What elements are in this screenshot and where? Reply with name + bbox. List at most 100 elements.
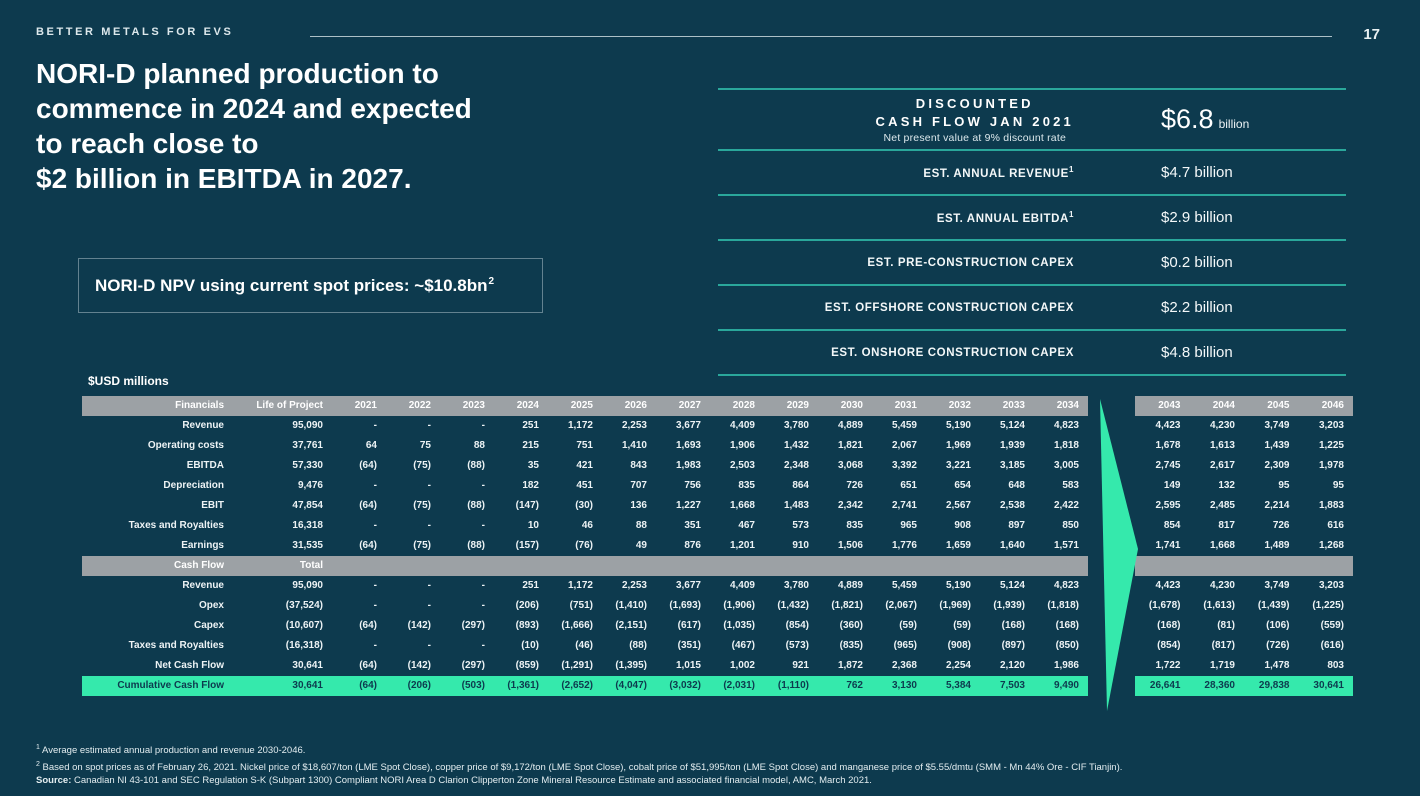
table-cell: 864 [792, 480, 809, 491]
year-header: 2024 [494, 396, 548, 416]
table-cell: (206) [386, 676, 440, 696]
table-cell: 1,969 [945, 440, 971, 451]
table-cell: 3,749 [1264, 420, 1290, 431]
table-cell: 3,005 [1053, 460, 1079, 471]
table-cell: (88) [467, 460, 485, 471]
table-cell: - [481, 580, 485, 591]
table-cell: - [373, 580, 377, 591]
dcf-title: CASH FLOW JAN 2021 [875, 113, 1074, 129]
table-cell: 30,641 [1298, 676, 1353, 696]
table-cell: 1,668 [1209, 540, 1235, 551]
table-cell: 762 [818, 676, 872, 696]
table-cell: 1,983 [675, 460, 701, 471]
table-cell: 1,659 [945, 540, 971, 551]
row-total: Total [232, 556, 332, 576]
table-cell: (1,821) [831, 600, 863, 611]
row-total: 30,641 [292, 660, 323, 671]
table-cell: 1,227 [675, 500, 701, 511]
table-cell: 95 [1278, 480, 1290, 491]
table-cell: 10 [527, 520, 539, 531]
header-divider [310, 36, 1332, 37]
table-cell: 616 [1327, 520, 1344, 531]
table-cell: 88 [473, 440, 485, 451]
dcf-metric-label: EST. ANNUAL REVENUE [923, 167, 1069, 180]
table-cell: 2,254 [945, 660, 971, 671]
dcf-metric-value: $2.9 billion [1161, 209, 1233, 226]
slide-title: NORI-D planned production to commence in… [36, 56, 676, 196]
dcf-metric-value: $0.2 billion [1161, 254, 1233, 271]
table-cell: 854 [1163, 520, 1181, 531]
table-cell [332, 556, 386, 576]
table-cell: 2,120 [999, 660, 1025, 671]
row-total: 16,318 [292, 520, 323, 531]
table-cell: (1,906) [723, 600, 755, 611]
table-cell: (157) [515, 540, 539, 551]
dcf-metric-value: $4.8 billion [1161, 344, 1233, 361]
table-cell: (147) [515, 500, 539, 511]
table-cell: 215 [522, 440, 539, 451]
title-line: $2 billion in EBITDA in 2027. [36, 163, 412, 194]
table-cell: (297) [461, 620, 485, 631]
column-header: Life of Project [232, 396, 332, 416]
table-cell: (351) [677, 640, 701, 651]
table-cell: 4,889 [837, 580, 863, 591]
table-cell: 756 [684, 480, 701, 491]
row-total: 57,330 [292, 460, 323, 471]
table-cell: 1,719 [1209, 660, 1235, 671]
table-cell: 4,423 [1155, 420, 1181, 431]
year-header: 2022 [386, 396, 440, 416]
table-cell: (1,432) [777, 600, 809, 611]
table-cell: 910 [792, 540, 809, 551]
table-cell: - [427, 520, 431, 531]
table-cell: 2,348 [783, 460, 809, 471]
table-cell: 1,872 [837, 660, 863, 671]
table-cell: (46) [575, 640, 593, 651]
table-cell: 1,225 [1318, 440, 1344, 451]
table-cell: 1,668 [729, 500, 755, 511]
table-cell: 707 [630, 480, 647, 491]
table-cell: 3,185 [999, 460, 1025, 471]
row-label: Earnings [181, 540, 224, 551]
table-cell: 88 [635, 520, 647, 531]
table-cell: 1,939 [999, 440, 1025, 451]
table-cell: (1,666) [561, 620, 593, 631]
table-cell: 2,741 [891, 500, 917, 511]
table-cell: (206) [515, 600, 539, 611]
table-cell [872, 556, 926, 576]
row-label: Revenue [182, 420, 224, 431]
table-cell [494, 556, 548, 576]
table-cell: 1,489 [1264, 540, 1290, 551]
table-cell: (168) [1055, 620, 1079, 631]
footnote-2: 2 Based on spot prices as of February 26… [36, 760, 1123, 773]
table-cell: (1,818) [1047, 600, 1079, 611]
table-unit-label: $USD millions [88, 374, 169, 388]
table-cell: (1,225) [1312, 600, 1344, 611]
table-cell: 1,483 [783, 500, 809, 511]
table-cell: 132 [1218, 480, 1235, 491]
table-cell [440, 556, 494, 576]
table-cell: 726 [846, 480, 863, 491]
table-cell: (854) [1157, 640, 1181, 651]
npv-text: NORI-D NPV using current spot prices: ~$… [95, 275, 488, 295]
row-total: 95,090 [292, 580, 323, 591]
footnote-marker: 1 [1068, 210, 1074, 220]
table-cell: 2,342 [837, 500, 863, 511]
table-cell: (1,439) [1257, 600, 1290, 611]
table-cell: 3,392 [891, 460, 917, 471]
table-cell: (297) [461, 660, 485, 671]
table-cell: 2,503 [729, 460, 755, 471]
table-cell: 1,978 [1318, 460, 1344, 471]
table-cell: 182 [522, 480, 539, 491]
table-cell: (850) [1055, 640, 1079, 651]
row-label: Taxes and Royalties [128, 520, 224, 531]
table-cell: 1,002 [729, 660, 755, 671]
table-cell: 95 [1332, 480, 1344, 491]
year-header: 2023 [440, 396, 494, 416]
page-number: 17 [1363, 26, 1380, 43]
table-cell: 9,490 [1034, 676, 1088, 696]
table-cell: (2,067) [885, 600, 917, 611]
row-label: Net Cash Flow [155, 660, 224, 671]
table-cell [602, 556, 656, 576]
table-cell: (2,031) [710, 676, 764, 696]
table-cell: (726) [1266, 640, 1290, 651]
